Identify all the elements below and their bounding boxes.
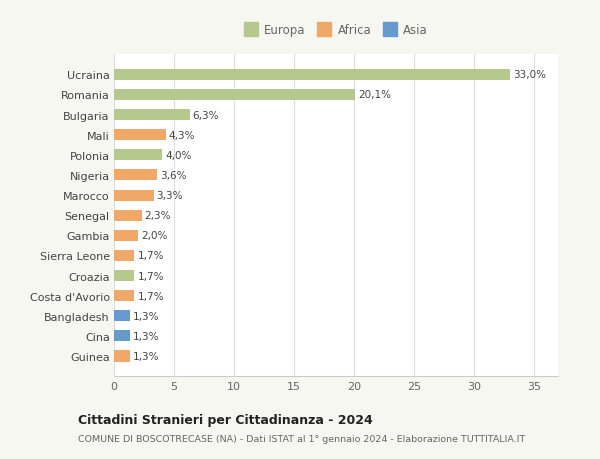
Bar: [114, 110, 190, 121]
Bar: [114, 330, 130, 341]
Text: 33,0%: 33,0%: [513, 70, 546, 80]
Text: 6,3%: 6,3%: [193, 110, 219, 120]
Text: 1,7%: 1,7%: [137, 251, 164, 261]
Bar: [114, 250, 134, 262]
Text: 2,3%: 2,3%: [145, 211, 171, 221]
Text: 2,0%: 2,0%: [141, 231, 167, 241]
Bar: [114, 190, 154, 201]
Text: 3,6%: 3,6%: [160, 171, 187, 180]
Bar: [114, 90, 355, 101]
Bar: [114, 291, 134, 302]
Bar: [114, 70, 510, 81]
Text: 1,3%: 1,3%: [133, 311, 159, 321]
Text: 20,1%: 20,1%: [358, 90, 391, 100]
Text: 1,3%: 1,3%: [133, 351, 159, 361]
Bar: [114, 170, 157, 181]
Bar: [114, 210, 142, 221]
Text: 1,7%: 1,7%: [137, 271, 164, 281]
Bar: [114, 150, 162, 161]
Text: 3,3%: 3,3%: [157, 190, 183, 201]
Text: Cittadini Stranieri per Cittadinanza - 2024: Cittadini Stranieri per Cittadinanza - 2…: [78, 413, 373, 426]
Bar: [114, 351, 130, 362]
Text: 4,3%: 4,3%: [169, 130, 195, 140]
Bar: [114, 270, 134, 281]
Bar: [114, 311, 130, 322]
Bar: [114, 230, 138, 241]
Legend: Europa, Africa, Asia: Europa, Africa, Asia: [239, 19, 433, 42]
Text: 1,7%: 1,7%: [137, 291, 164, 301]
Text: COMUNE DI BOSCOTRECASE (NA) - Dati ISTAT al 1° gennaio 2024 - Elaborazione TUTTI: COMUNE DI BOSCOTRECASE (NA) - Dati ISTAT…: [78, 434, 525, 443]
Text: 1,3%: 1,3%: [133, 331, 159, 341]
Text: 4,0%: 4,0%: [165, 151, 191, 161]
Bar: [114, 130, 166, 141]
